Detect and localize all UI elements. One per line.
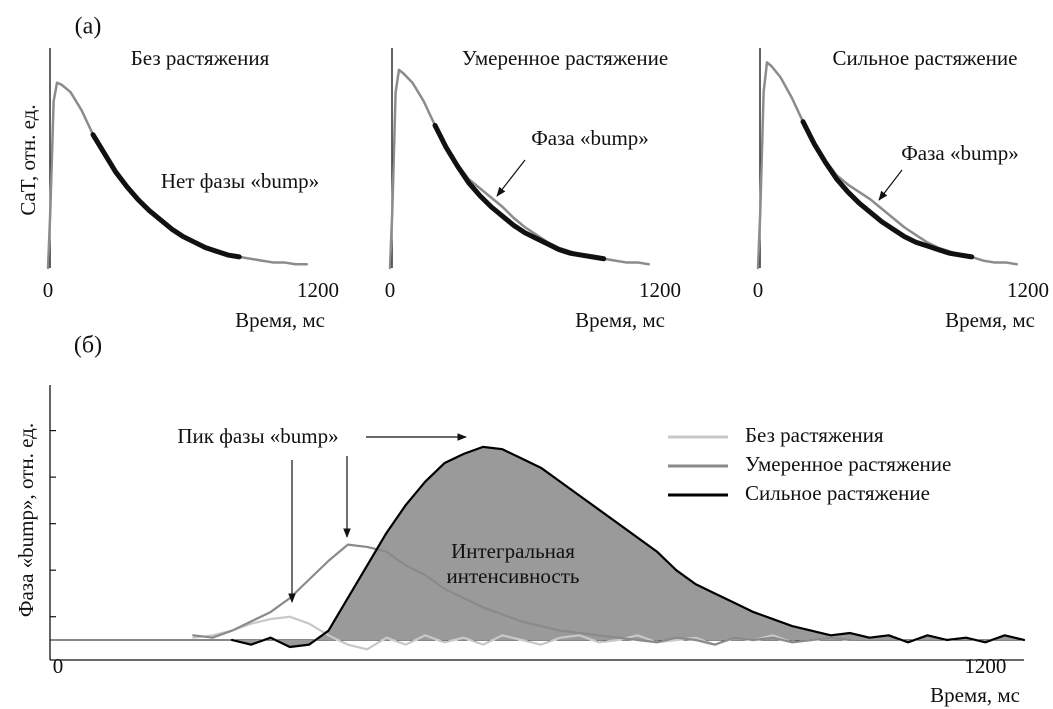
line xyxy=(192,543,852,646)
x-tick-label: 0 xyxy=(753,278,764,302)
x-tick-label: 1200 xyxy=(297,278,339,302)
x-tick-label: 0 xyxy=(43,278,54,302)
arrow xyxy=(496,159,526,197)
annotation: Пик фазы «bump» xyxy=(177,424,338,448)
area xyxy=(231,446,1024,647)
x-axis-label: Время, мс xyxy=(945,308,1035,332)
area-label: Интегральная xyxy=(451,539,575,563)
annotation: Фаза «bump» xyxy=(531,126,649,150)
line xyxy=(388,68,650,270)
x-axis-label: Время, мс xyxy=(575,308,665,332)
x-tick-label: 0 xyxy=(385,278,396,302)
annotation: Фаза «bump» xyxy=(901,141,1019,165)
arrows xyxy=(288,159,903,603)
x-axis-label: Время, мс xyxy=(235,308,325,332)
line xyxy=(756,61,1018,270)
y-axis-label: CaT, отн. ед. xyxy=(16,104,40,215)
panel-label: (a) xyxy=(75,14,102,40)
line xyxy=(432,122,607,262)
x-axis-label: Время, мс xyxy=(930,683,1020,707)
legend-label: Сильное растяжение xyxy=(745,481,930,505)
chart-title: Без растяжения xyxy=(131,46,270,70)
chart-title: Умеренное растяжение xyxy=(462,46,668,70)
x-tick-label: 1200 xyxy=(964,654,1006,678)
legend-label: Без растяжения xyxy=(745,423,884,447)
line xyxy=(90,132,242,260)
x-tick-label: 0 xyxy=(53,654,64,678)
line xyxy=(800,119,975,260)
y-axis-label: Фаза «bump», отн. ед. xyxy=(14,423,38,617)
line xyxy=(230,445,1026,649)
x-tick-label: 1200 xyxy=(1007,278,1049,302)
panel-label: (б) xyxy=(74,333,102,359)
x-tick-label: 1200 xyxy=(639,278,681,302)
area-label: интенсивность xyxy=(446,564,579,588)
chart-title: Сильное растяжение xyxy=(833,46,1018,70)
arrow xyxy=(878,169,903,201)
legend-label: Умеренное растяжение xyxy=(745,452,951,476)
annotation: Нет фазы «bump» xyxy=(161,169,319,193)
